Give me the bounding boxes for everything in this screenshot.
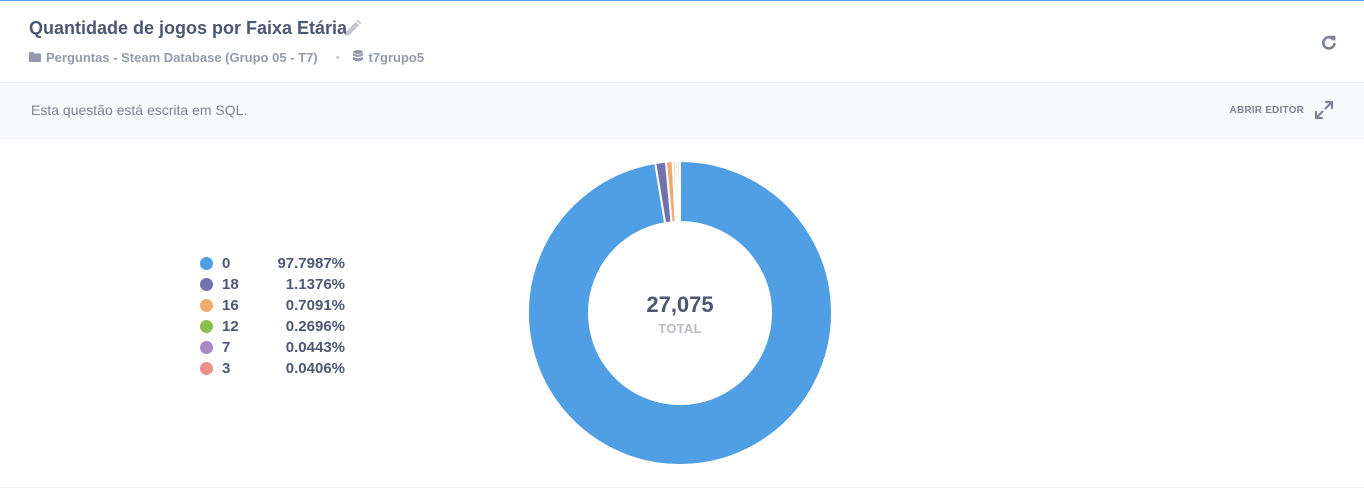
meta-separator: • [335, 51, 340, 64]
legend-item[interactable]: 12 0.2696% [200, 316, 345, 337]
chart-total-value: 27,075 [646, 292, 714, 317]
legend-label: 18 [222, 276, 239, 293]
legend-label: 16 [222, 297, 239, 314]
sql-notice-bar: Esta questão está escrita em SQL. ABRIR … [0, 83, 1364, 139]
chart-total-label: TOTAL [658, 321, 702, 336]
legend-item[interactable]: 3 0.0406% [200, 358, 345, 379]
legend-percent: 97.7987% [277, 255, 345, 272]
legend-color-dot [200, 299, 213, 312]
database-link[interactable]: t7grupo5 [368, 50, 425, 65]
question-header: Quantidade de jogos por Faixa Etária Per… [0, 1, 1364, 83]
legend-color-dot [200, 362, 213, 375]
legend-color-dot [200, 257, 213, 270]
legend-color-dot [200, 278, 213, 291]
legend-color-dot [200, 341, 213, 354]
open-editor-label[interactable]: ABRIR EDITOR [1229, 104, 1304, 116]
legend-label: 3 [222, 360, 231, 377]
pencil-icon[interactable] [341, 18, 363, 40]
question-title[interactable]: Quantidade de jogos por Faixa Etária [29, 18, 348, 38]
bottom-divider [0, 487, 1364, 488]
sql-notice-text: Esta questão está escrita em SQL. [31, 102, 248, 118]
legend-item[interactable]: 7 0.0443% [200, 337, 345, 358]
expand-icon[interactable] [1313, 99, 1335, 121]
legend-label: 7 [222, 339, 231, 356]
chart-legend: 0 97.7987% 18 1.1376% 16 0.7091% 12 0.2696% 7 0.0… [200, 253, 345, 379]
legend-label: 12 [222, 318, 239, 335]
folder-icon [29, 50, 41, 65]
database-icon [353, 50, 364, 65]
legend-item[interactable]: 16 0.7091% [200, 295, 345, 316]
question-meta: Perguntas - Steam Database (Grupo 05 - T… [29, 50, 424, 65]
legend-percent: 0.2696% [285, 318, 345, 335]
donut-slice-0[interactable] [527, 159, 833, 466]
donut-chart [527, 159, 833, 466]
open-editor-button[interactable]: ABRIR EDITOR [1230, 99, 1335, 121]
legend-item[interactable]: 18 1.1376% [200, 274, 345, 295]
legend-percent: 1.1376% [285, 276, 345, 293]
donut-slice-3[interactable] [676, 159, 681, 224]
top-accent-line [0, 0, 1364, 1]
legend-percent: 0.0443% [285, 339, 345, 356]
legend-percent: 0.0406% [285, 360, 345, 377]
legend-label: 0 [222, 255, 231, 272]
legend-item[interactable]: 0 97.7987% [200, 253, 345, 274]
legend-percent: 0.7091% [285, 297, 345, 314]
legend-color-dot [200, 320, 213, 333]
refresh-icon[interactable] [1319, 33, 1339, 53]
collection-link[interactable]: Perguntas - Steam Database (Grupo 05 - T… [46, 50, 318, 65]
